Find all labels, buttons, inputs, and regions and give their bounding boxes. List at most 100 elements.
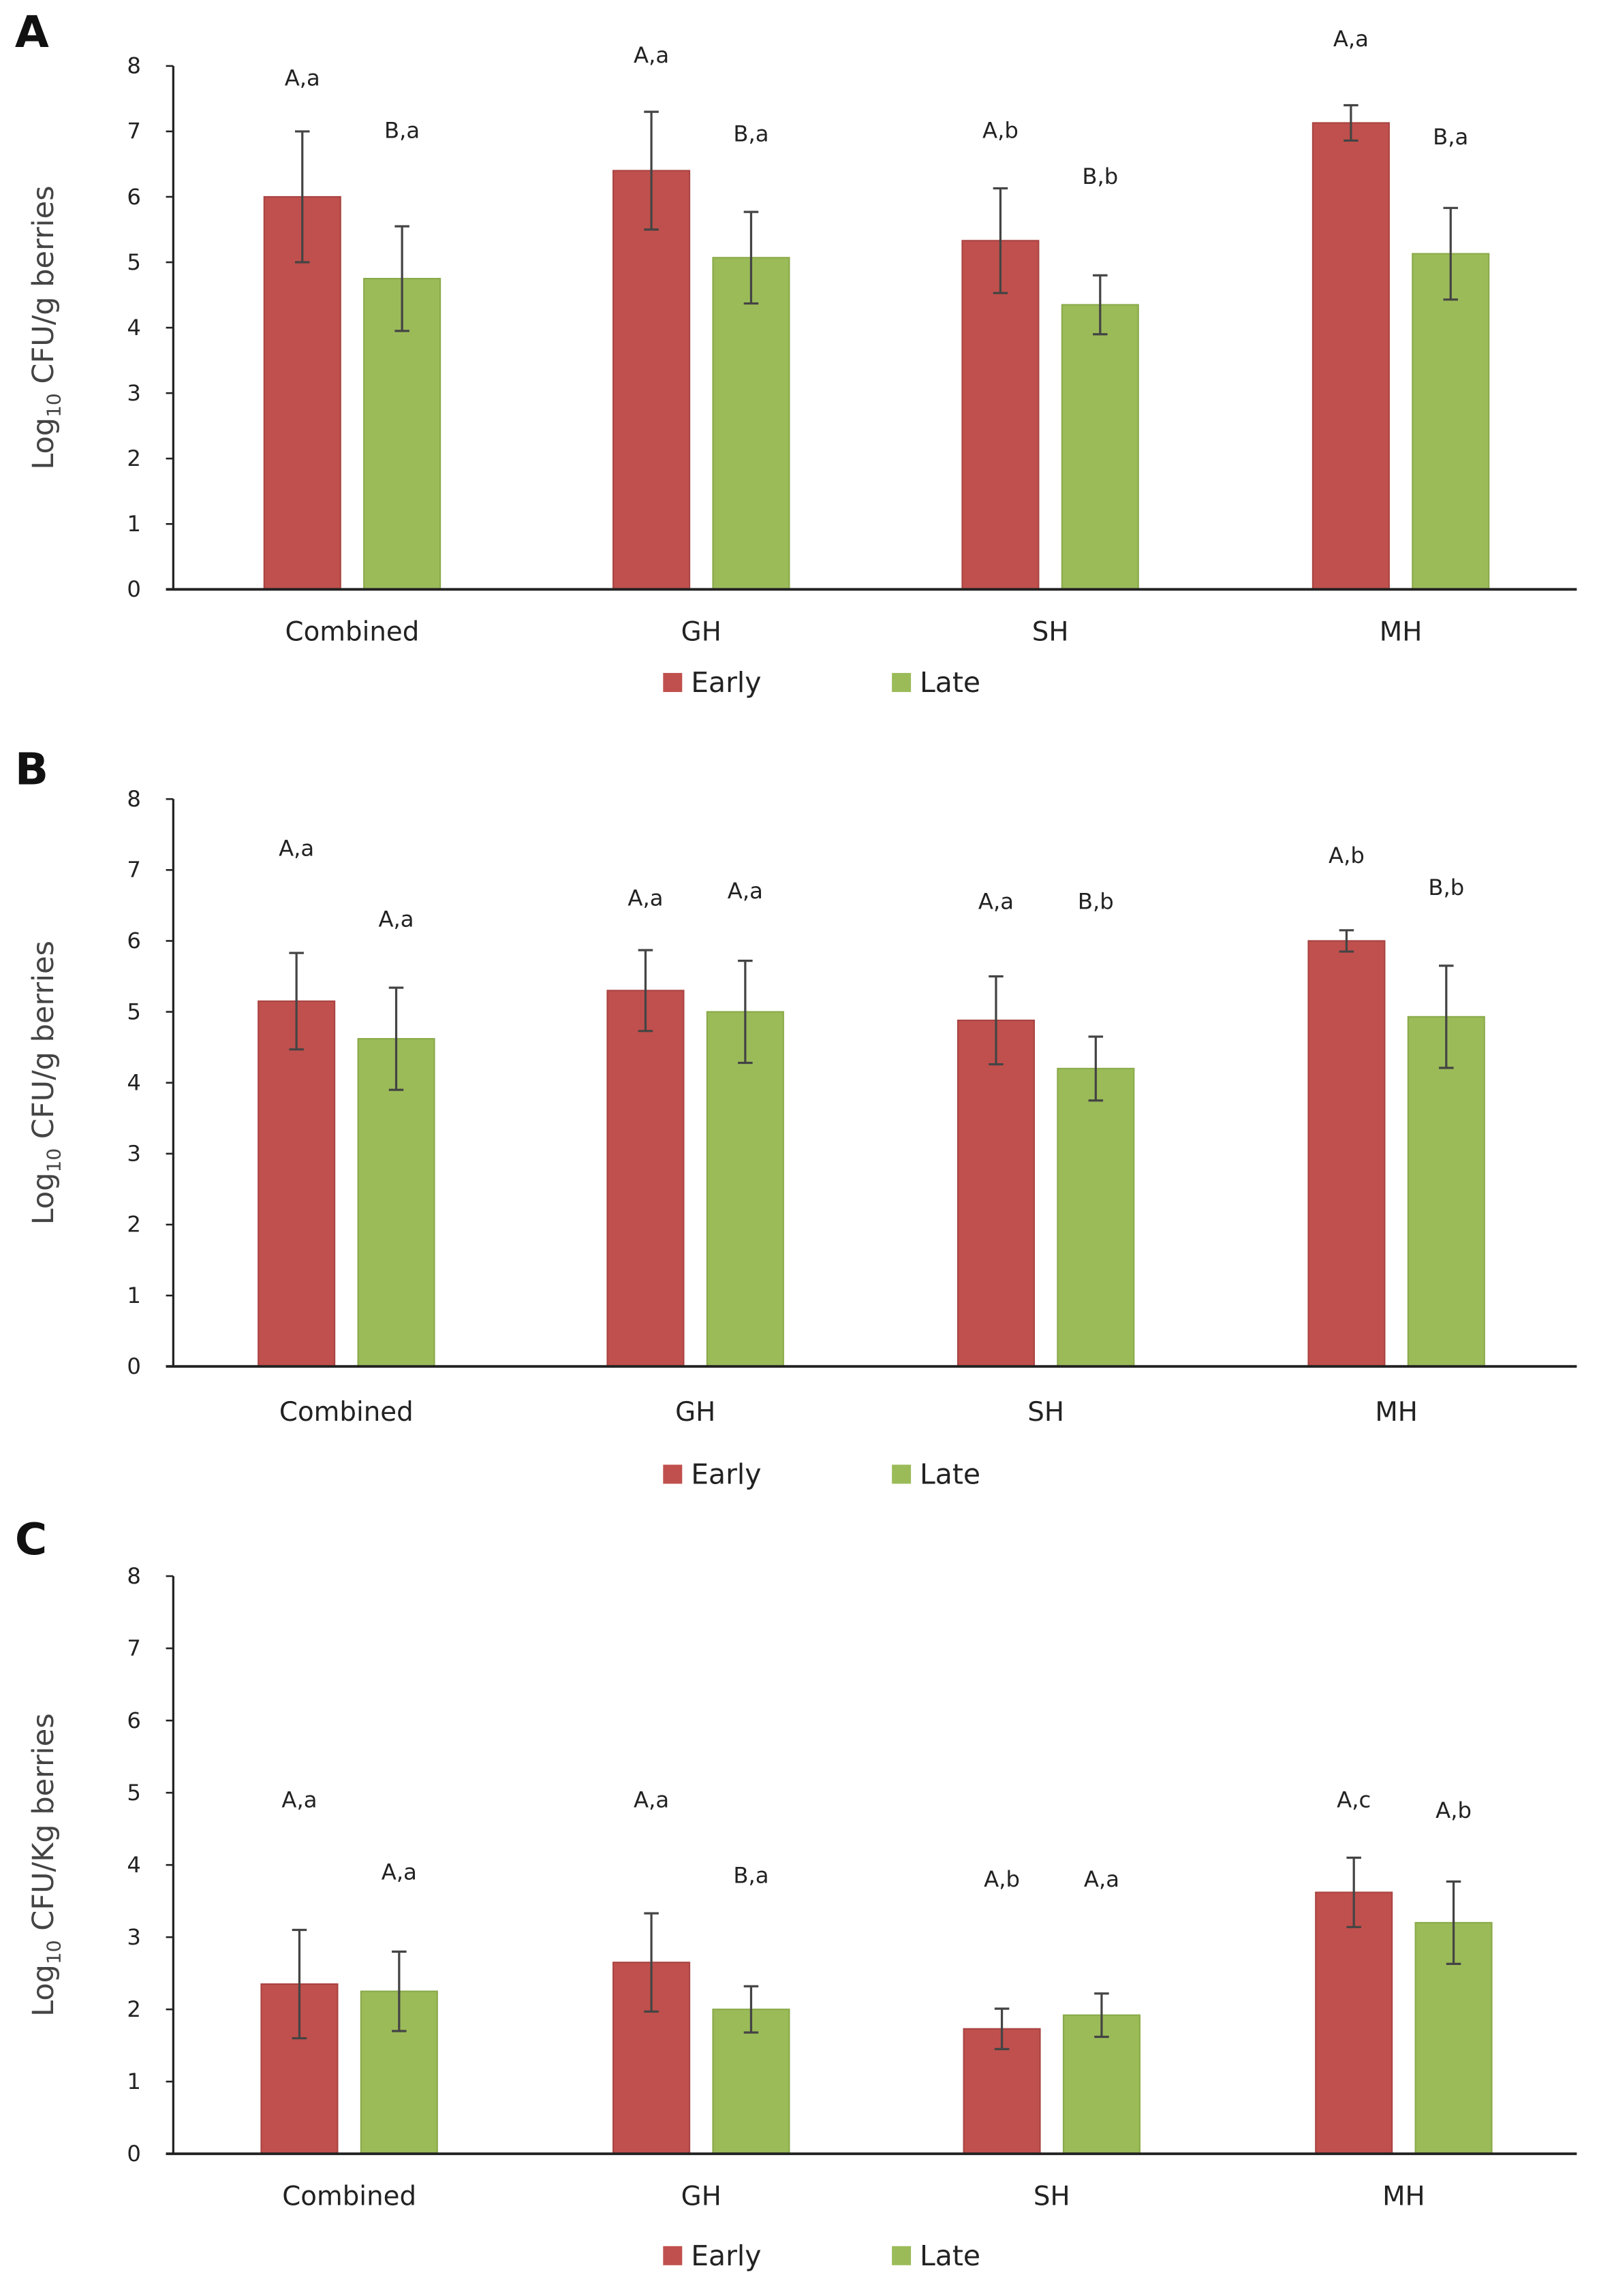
y-tick-label: 6: [127, 1708, 141, 1733]
y-tick-label: 5: [127, 249, 141, 275]
panel-b: B Log10 CFU/g berries 0 1 2 3 4 5 6 7 8 A,a A,a A,a A,…: [15, 744, 1577, 1490]
y-axis-label-rest: CFU/g berries: [27, 185, 61, 393]
panel-letter: B: [15, 744, 48, 796]
y-axis-label: Log10 CFU/Kg berries: [27, 1713, 65, 2017]
bar-early-mh: [1315, 1891, 1393, 2155]
x-tick-label: MH: [1382, 2182, 1425, 2212]
bar-late-combined: [357, 1038, 435, 1368]
y-tick-label: 8: [127, 53, 141, 79]
y-axis-label-rest: CFU/g berries: [27, 941, 61, 1148]
panel-a: A Log10 CFU/g berries 0 1 2 3 4 5 6 7 8 A,a A,a A,b A,…: [15, 7, 1577, 699]
significance-label: B,a: [384, 118, 420, 144]
x-tick-label: Combined: [279, 1397, 414, 1428]
y-tick-label: 7: [127, 119, 141, 144]
y-tick-label: 1: [127, 511, 141, 537]
legend-swatch-late: [892, 1464, 912, 1484]
bar-early-combined: [258, 1000, 336, 1368]
legend-label-late: Late: [920, 666, 980, 699]
y-tick-label: 1: [127, 2069, 141, 2094]
significance-label: B,b: [1082, 163, 1118, 189]
x-tick-label: GH: [681, 2182, 721, 2212]
y-axis-label-sub: 10: [43, 1940, 65, 1964]
y-tick-label: 3: [127, 380, 141, 406]
bar-late-sh: [1057, 1067, 1135, 1368]
significance-label: B,a: [1433, 124, 1468, 150]
x-tick-label: SH: [1032, 617, 1069, 648]
y-tick-label: 3: [127, 1141, 141, 1167]
bar-late-gh: [712, 257, 790, 591]
significance-label: B,a: [733, 1863, 769, 1889]
y-tick-label: 5: [127, 1780, 141, 1806]
legend-swatch-early: [663, 673, 683, 693]
significance-label: A,a: [627, 885, 663, 911]
x-tick-label: MH: [1380, 617, 1423, 648]
significance-label: A,a: [382, 1859, 417, 1885]
significance-label: A,b: [1435, 1797, 1472, 1823]
bar-early-gh: [612, 170, 691, 591]
y-tick-label: 4: [127, 1069, 141, 1095]
y-tick-label: 4: [127, 315, 141, 341]
y-tick-label: 6: [127, 928, 141, 954]
significance-label: B,b: [1428, 875, 1464, 900]
bar-early-mh: [1311, 122, 1390, 591]
y-tick-label: 0: [127, 1353, 141, 1379]
significance-label: A,a: [1333, 26, 1369, 52]
significance-label: A,a: [728, 878, 763, 904]
y-axis-label-main: Log: [27, 1172, 61, 1225]
y-tick-label: 7: [127, 857, 141, 883]
significance-label: A,a: [281, 1787, 317, 1812]
x-tick-label: GH: [675, 1397, 715, 1428]
y-tick-label: 8: [127, 1563, 141, 1589]
panel-c: C Log10 CFU/Kg berries 0 1 2 3 4 5 6 7 8 A,a A,a A,b A…: [15, 1514, 1577, 2272]
y-tick-label: 7: [127, 1635, 141, 1661]
legend-swatch-early: [663, 1464, 683, 1484]
significance-label: A,a: [634, 42, 669, 68]
legend-swatch-late: [892, 673, 912, 693]
significance-label: A,b: [982, 118, 1019, 144]
y-tick-label: 4: [127, 1852, 141, 1878]
y-tick-label: 2: [127, 445, 141, 471]
x-tick-label: MH: [1375, 1397, 1418, 1428]
x-tick-label: GH: [681, 617, 721, 648]
legend-swatch-early: [663, 2246, 683, 2265]
y-axis-label-main: Log: [27, 1964, 61, 2017]
x-tick-label: Combined: [285, 617, 420, 648]
legend-label-late: Late: [920, 1458, 980, 1490]
y-axis-label: Log10 CFU/g berries: [27, 185, 65, 469]
y-tick-label: 6: [127, 184, 141, 210]
legend-label-late: Late: [920, 2239, 980, 2272]
y-axis-label-sub: 10: [43, 393, 65, 418]
y-tick-label: 0: [127, 576, 141, 602]
legend-label-early: Early: [691, 2239, 761, 2272]
bar-early-mh: [1307, 940, 1386, 1368]
bar-late-sh: [1061, 304, 1139, 591]
y-axis-label-main: Log: [27, 418, 61, 470]
y-axis-label-rest: CFU/Kg berries: [27, 1713, 61, 1940]
y-tick-label: 3: [127, 1924, 141, 1950]
significance-label: A,a: [279, 835, 314, 861]
bar-late-mh: [1407, 1016, 1485, 1368]
y-axis-label-sub: 10: [43, 1148, 65, 1173]
y-tick-label: 2: [127, 1212, 141, 1238]
x-tick-label: SH: [1027, 1397, 1064, 1428]
panel-letter: C: [15, 1514, 47, 1565]
significance-label: B,b: [1078, 889, 1114, 915]
bar-late-mh: [1412, 253, 1490, 591]
bar-early-gh: [606, 990, 685, 1368]
y-tick-label: 1: [127, 1283, 141, 1308]
y-tick-label: 0: [127, 2141, 141, 2167]
x-tick-label: SH: [1034, 2182, 1070, 2212]
significance-label: B,a: [733, 121, 769, 146]
panel-letter: A: [15, 7, 49, 58]
significance-label: A,b: [1329, 843, 1365, 868]
bar-early-sh: [957, 1019, 1035, 1368]
legend-label-early: Early: [691, 1458, 761, 1490]
legend-label-early: Early: [691, 666, 761, 699]
significance-label: A,a: [378, 907, 414, 932]
significance-label: A,a: [978, 889, 1014, 915]
significance-label: A,b: [984, 1866, 1020, 1892]
y-tick-label: 8: [127, 786, 141, 812]
significance-label: A,c: [1337, 1787, 1371, 1812]
y-tick-label: 5: [127, 998, 141, 1024]
